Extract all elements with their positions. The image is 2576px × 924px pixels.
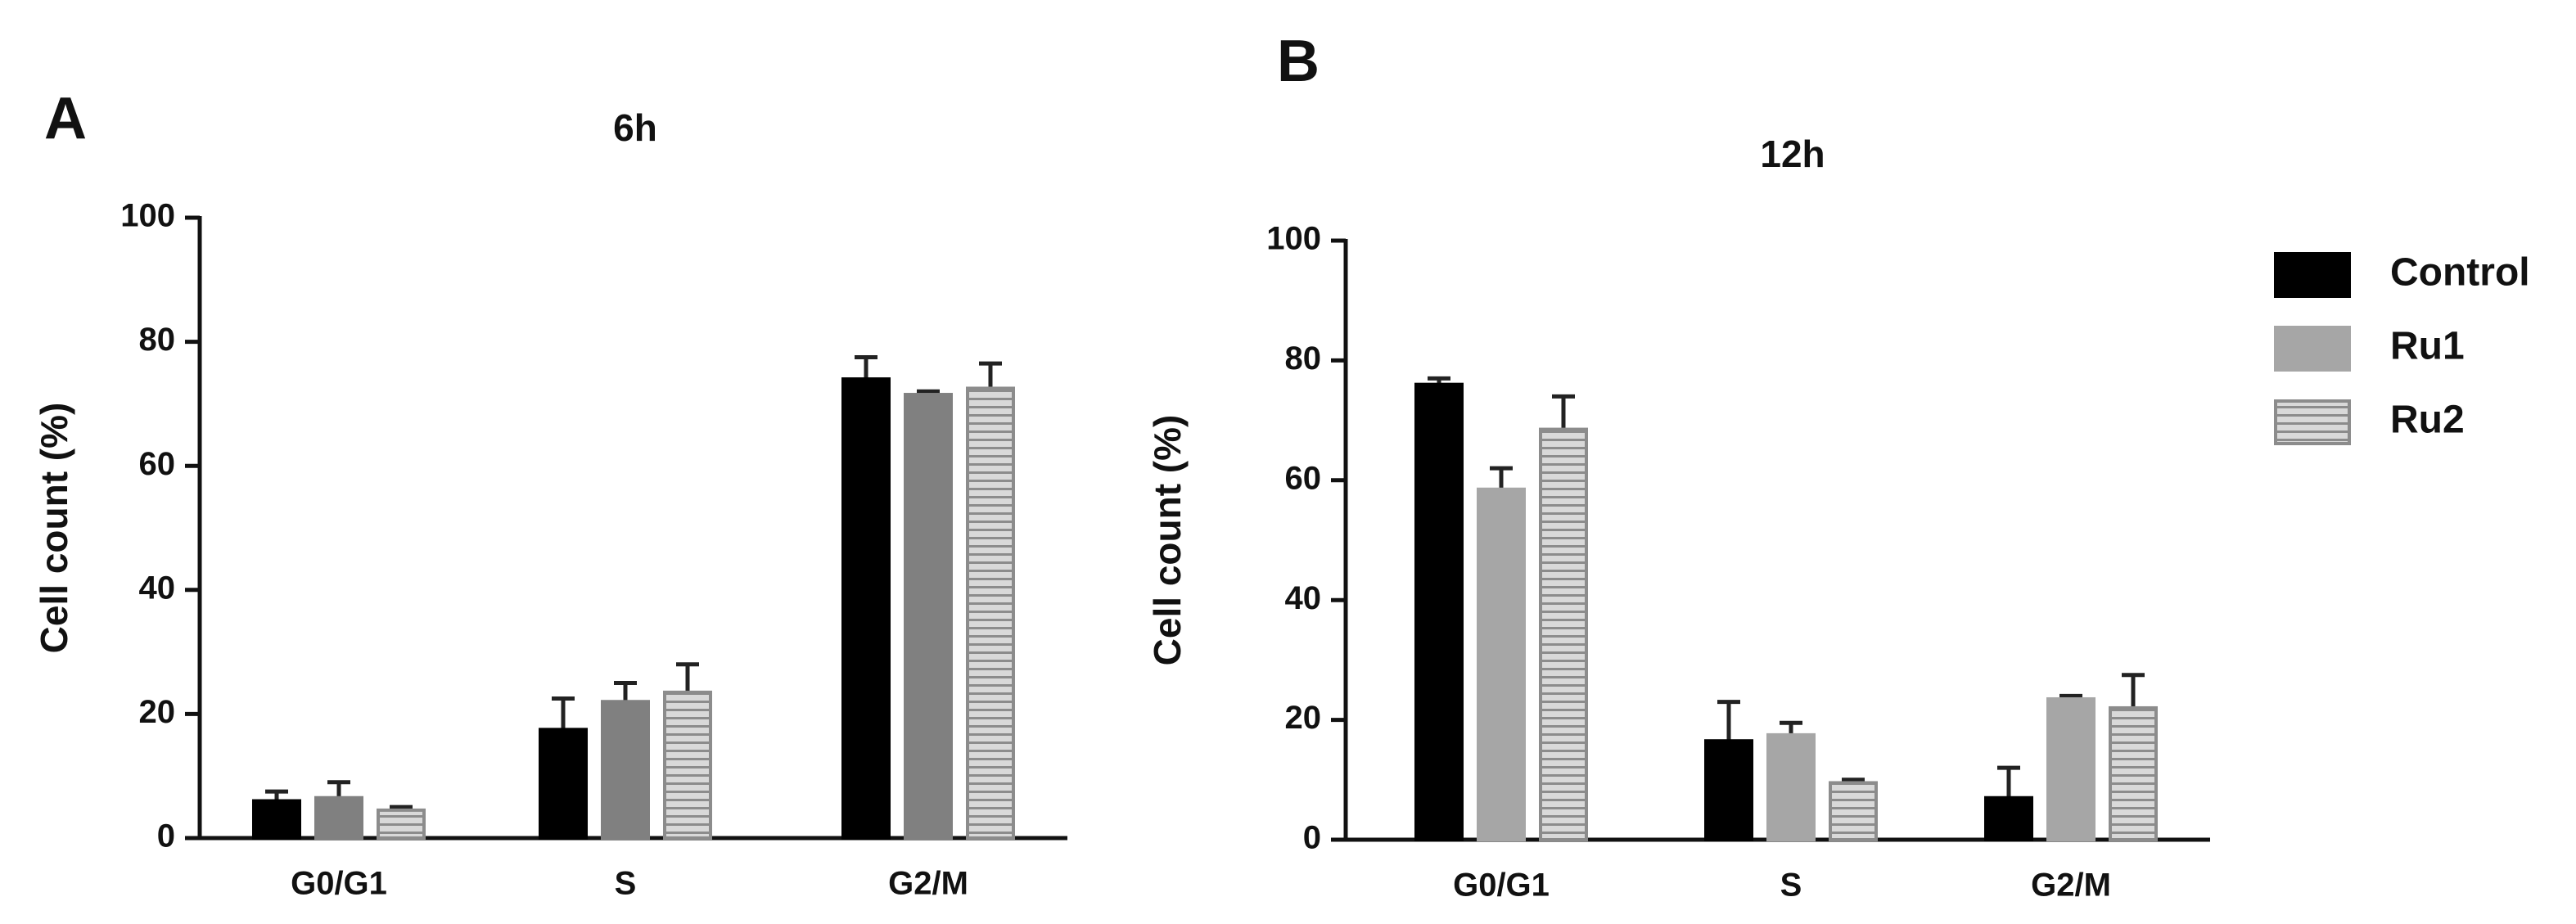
chart-title: 12h [1760, 133, 1825, 175]
x-tick-label: G2/M [888, 866, 968, 902]
y-tick-label: 0 [157, 818, 175, 854]
y-tick-label: 60 [139, 446, 176, 482]
panel-label: B [1277, 29, 1320, 94]
x-tick-label: G2/M [2031, 868, 2111, 904]
y-tick-label: 0 [1303, 820, 1321, 856]
bar [1477, 487, 1526, 842]
legend-label: Ru2 [2390, 399, 2465, 442]
bar [314, 796, 363, 840]
x-tick-label: G0/G1 [1453, 868, 1550, 904]
bar [663, 690, 712, 840]
bar [904, 393, 953, 840]
x-tick-label: S [1780, 868, 1802, 904]
y-axis-label: Cell count (%) [33, 403, 75, 654]
bar [1766, 732, 1816, 842]
bar [2046, 696, 2096, 841]
y-tick-label: 40 [139, 570, 176, 606]
bar [539, 728, 588, 840]
y-tick-label: 20 [1285, 700, 1322, 736]
x-tick-label: S [615, 866, 637, 902]
y-tick-label: 40 [1285, 580, 1322, 616]
bar [1539, 427, 1588, 842]
x-tick-label: G0/G1 [291, 866, 387, 902]
y-tick-label: 20 [139, 694, 176, 730]
bar [601, 700, 650, 840]
legend-label: Ru1 [2390, 325, 2465, 368]
y-axis-label: Cell count (%) [1146, 415, 1189, 666]
bar [252, 799, 301, 841]
legend-swatch [2274, 399, 2351, 445]
bar [966, 386, 1015, 840]
legend-swatch [2274, 326, 2351, 372]
bar [377, 808, 426, 841]
bar [2109, 705, 2158, 842]
bar [1704, 739, 1753, 841]
legend-swatch [2274, 252, 2351, 298]
chart-title: 6h [613, 106, 657, 149]
bar [1984, 796, 2033, 842]
bar [841, 377, 891, 840]
y-tick-label: 100 [120, 198, 175, 234]
y-tick-label: 60 [1285, 460, 1322, 496]
y-tick-label: 80 [139, 322, 176, 358]
panel-label: A [44, 86, 87, 151]
y-tick-label: 100 [1266, 221, 1321, 257]
legend-label: Control [2390, 251, 2530, 295]
y-tick-label: 80 [1285, 340, 1322, 376]
bar [1829, 781, 1878, 842]
bar [1414, 382, 1464, 841]
